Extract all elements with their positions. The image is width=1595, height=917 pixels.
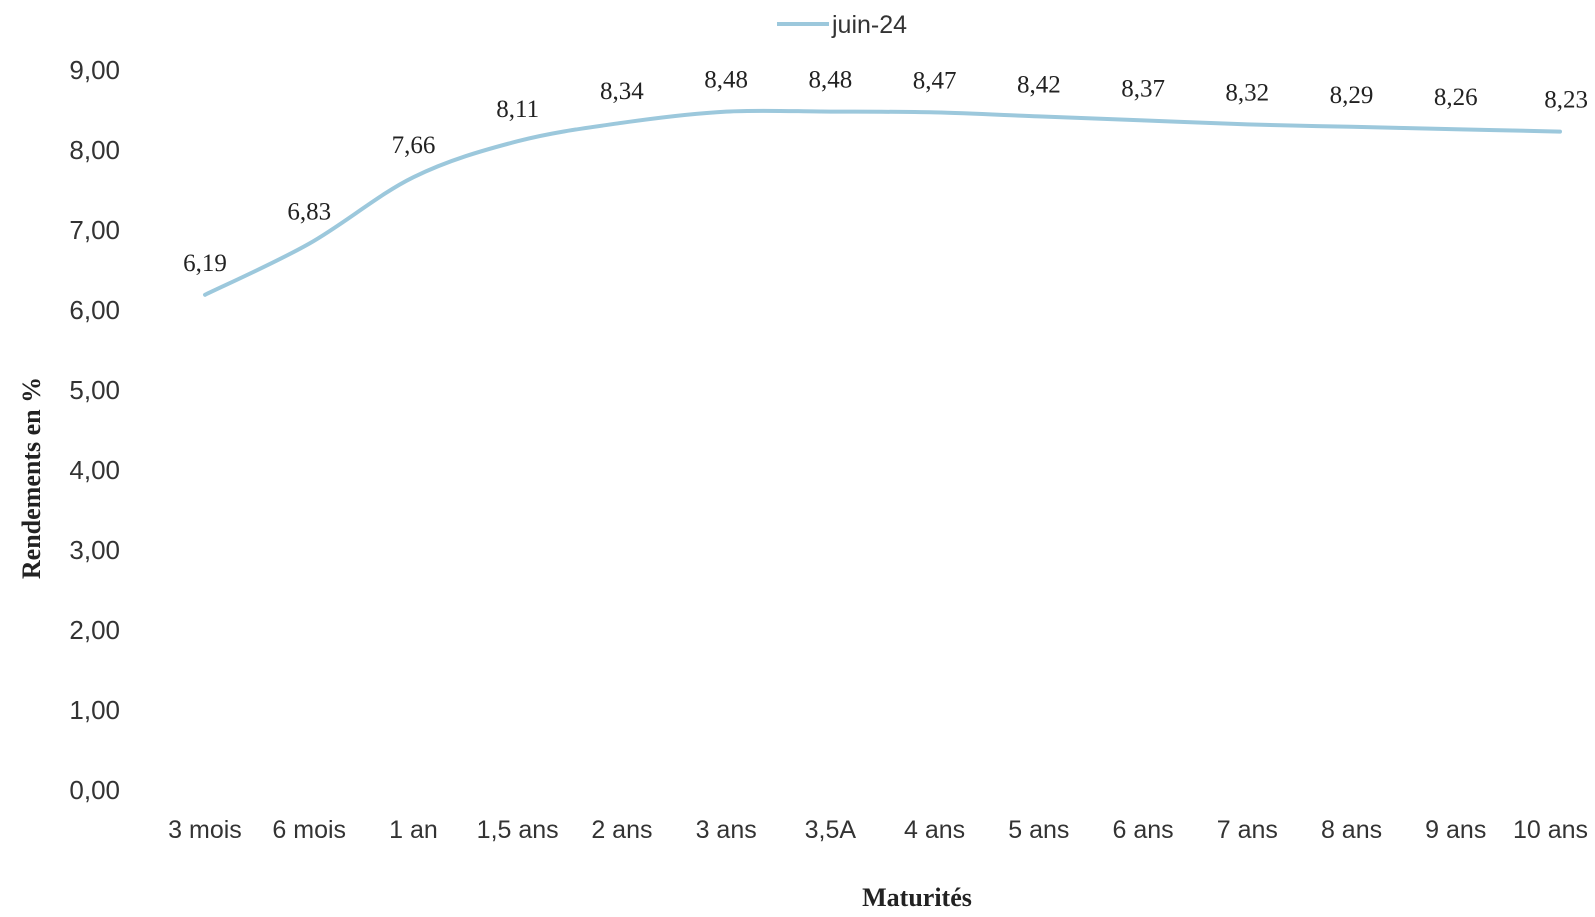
data-label: 8,48 (809, 67, 853, 94)
data-labels: 6,19 6,83 7,66 8,11 8,34 8,48 8,48 8,47 8,42 8,37… (183, 67, 1588, 277)
data-label: 6,83 (287, 199, 331, 226)
y-tick-label: 8,00 (69, 135, 120, 165)
x-tick-label: 2 ans (591, 816, 652, 844)
series-line-juin-24 (203, 108, 1562, 297)
data-label: 6,19 (183, 250, 227, 277)
y-tick-label: 3,00 (69, 535, 120, 565)
x-tick-label: 5 ans (1008, 816, 1069, 844)
legend: juin-24 (777, 11, 907, 39)
data-label: 8,48 (704, 67, 748, 94)
data-label: 8,26 (1434, 84, 1478, 111)
legend-label-juin-24: juin-24 (831, 11, 907, 39)
y-tick-label: 6,00 (69, 295, 120, 325)
data-label: 8,34 (600, 78, 644, 105)
y-tick-label: 5,00 (69, 375, 120, 405)
y-tick-label: 0,00 (69, 775, 120, 805)
y-tick-label: 7,00 (69, 215, 120, 245)
data-label: 7,66 (392, 132, 436, 159)
x-tick-label: 1 an (389, 816, 438, 844)
y-tick-label: 9,00 (69, 55, 120, 85)
data-label: 8,47 (913, 67, 957, 94)
x-tick-label: 4 ans (904, 816, 965, 844)
data-label: 8,29 (1330, 82, 1374, 109)
data-label: 8,23 (1544, 87, 1588, 114)
data-label: 8,11 (496, 96, 539, 123)
x-tick-label: 3 ans (696, 816, 757, 844)
x-tick-label: 3 mois (168, 816, 242, 844)
x-tick-label: 3,5A (805, 816, 857, 844)
y-tick-label: 1,00 (69, 695, 120, 725)
x-tick-label: 10 ans (1513, 816, 1588, 844)
data-label: 8,32 (1225, 79, 1269, 106)
x-tick-label: 9 ans (1425, 816, 1486, 844)
y-axis-title: Rendements en % (17, 377, 46, 579)
x-axis-title: Maturités (862, 883, 972, 912)
x-tick-label: 1,5 ans (477, 816, 559, 844)
y-axis-ticks: 0,00 1,00 2,00 3,00 4,00 5,00 6,00 7,00 8,00 9,00 (69, 55, 120, 805)
x-axis-ticks: 3 mois 6 mois 1 an 1,5 ans 2 ans 3 ans 3,5A 4 a… (168, 816, 1588, 844)
x-tick-label: 8 ans (1321, 816, 1382, 844)
data-label: 8,37 (1121, 75, 1165, 102)
x-tick-label: 6 ans (1112, 816, 1173, 844)
x-tick-label: 7 ans (1217, 816, 1278, 844)
x-tick-label: 6 mois (272, 816, 346, 844)
data-label: 8,42 (1017, 71, 1061, 98)
y-tick-label: 4,00 (69, 455, 120, 485)
y-tick-label: 2,00 (69, 615, 120, 645)
